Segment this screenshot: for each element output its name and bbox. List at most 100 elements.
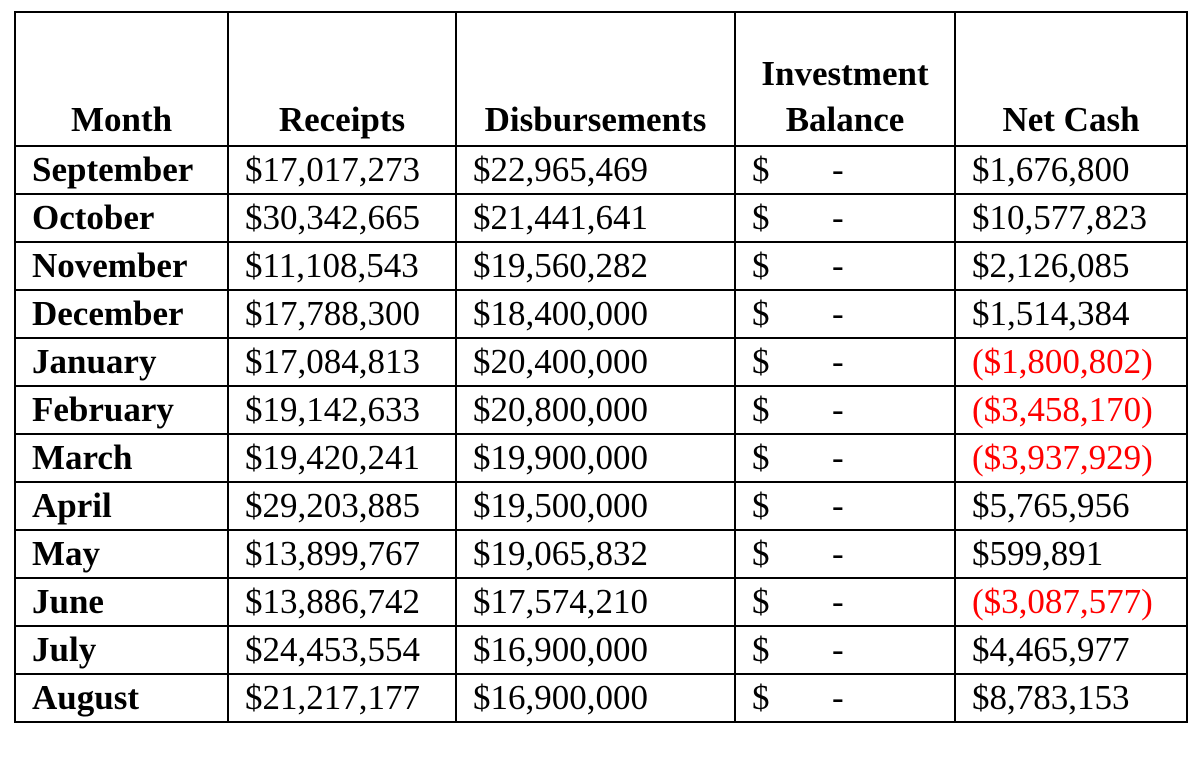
header-month: Month [14, 11, 229, 147]
cell-net-cash: $1,676,800 [954, 145, 1188, 195]
cell-receipts: $13,899,767 [227, 529, 457, 579]
cell-disbursements: $22,965,469 [455, 145, 736, 195]
cell-month: January [14, 337, 229, 387]
investment-value: - [832, 534, 844, 573]
table-row: November $11,108,543 $19,560,282 $ - $2,126,0… [14, 241, 1188, 291]
cell-receipts: $17,084,813 [227, 337, 457, 387]
cell-receipts: $30,342,665 [227, 193, 457, 243]
currency-symbol: $ [752, 630, 770, 669]
cell-month: July [14, 625, 229, 675]
cell-net-cash: ($3,937,929) [954, 433, 1188, 483]
cell-receipts: $17,788,300 [227, 289, 457, 339]
cell-month: March [14, 433, 229, 483]
table-header: Month Receipts Disbursements Investment B… [14, 11, 1188, 147]
currency-symbol: $ [752, 342, 770, 381]
cell-net-cash: ($3,087,577) [954, 577, 1188, 627]
cash-flow-table: Month Receipts Disbursements Investment B… [14, 11, 1188, 723]
cell-disbursements: $19,065,832 [455, 529, 736, 579]
cell-month: April [14, 481, 229, 531]
investment-value: - [832, 438, 844, 477]
table-row: July $24,453,554 $16,900,000 $ - $4,465,977 [14, 625, 1188, 675]
investment-value: - [832, 342, 844, 381]
investment-value: - [832, 486, 844, 525]
cell-investment-balance: $ - [734, 481, 956, 531]
currency-symbol: $ [752, 678, 770, 717]
cell-investment-balance: $ - [734, 577, 956, 627]
cell-net-cash: $2,126,085 [954, 241, 1188, 291]
currency-symbol: $ [752, 198, 770, 237]
investment-value: - [832, 678, 844, 717]
investment-value: - [832, 582, 844, 621]
cell-net-cash: ($3,458,170) [954, 385, 1188, 435]
cell-net-cash: $10,577,823 [954, 193, 1188, 243]
cell-month: February [14, 385, 229, 435]
cell-receipts: $24,453,554 [227, 625, 457, 675]
currency-symbol: $ [752, 390, 770, 429]
cell-disbursements: $19,560,282 [455, 241, 736, 291]
cell-net-cash: $5,765,956 [954, 481, 1188, 531]
cell-disbursements: $20,800,000 [455, 385, 736, 435]
cell-disbursements: $18,400,000 [455, 289, 736, 339]
currency-symbol: $ [752, 150, 770, 189]
cell-month: October [14, 193, 229, 243]
header-investment-line2: Balance [785, 100, 905, 139]
investment-value: - [832, 246, 844, 285]
cell-investment-balance: $ - [734, 241, 956, 291]
table-row: April $29,203,885 $19,500,000 $ - $5,765,956 [14, 481, 1188, 531]
investment-value: - [832, 150, 844, 189]
investment-value: - [832, 294, 844, 333]
table-row: September $17,017,273 $22,965,469 $ - $1,676,… [14, 145, 1188, 195]
cell-net-cash: $4,465,977 [954, 625, 1188, 675]
cell-disbursements: $16,900,000 [455, 673, 736, 723]
cell-month: December [14, 289, 229, 339]
cell-month: May [14, 529, 229, 579]
cell-investment-balance: $ - [734, 625, 956, 675]
cell-disbursements: $21,441,641 [455, 193, 736, 243]
cell-disbursements: $19,500,000 [455, 481, 736, 531]
header-disbursements: Disbursements [455, 11, 736, 147]
cell-net-cash: $599,891 [954, 529, 1188, 579]
table-row: June $13,886,742 $17,574,210 $ - ($3,087,577) [14, 577, 1188, 627]
cell-investment-balance: $ - [734, 337, 956, 387]
header-receipts: Receipts [227, 11, 457, 147]
cell-month: September [14, 145, 229, 195]
cell-disbursements: $20,400,000 [455, 337, 736, 387]
cell-receipts: $17,017,273 [227, 145, 457, 195]
header-net-cash: Net Cash [954, 11, 1188, 147]
cell-investment-balance: $ - [734, 433, 956, 483]
table-body: September $17,017,273 $22,965,469 $ - $1,676,… [14, 145, 1188, 723]
currency-symbol: $ [752, 294, 770, 333]
cell-investment-balance: $ - [734, 529, 956, 579]
investment-value: - [832, 390, 844, 429]
table-row: March $19,420,241 $19,900,000 $ - ($3,937,929… [14, 433, 1188, 483]
table-row: August $21,217,177 $16,900,000 $ - $8,783,153 [14, 673, 1188, 723]
cell-net-cash: ($1,800,802) [954, 337, 1188, 387]
cell-investment-balance: $ - [734, 673, 956, 723]
currency-symbol: $ [752, 534, 770, 573]
table-row: February $19,142,633 $20,800,000 $ - ($3,458,… [14, 385, 1188, 435]
investment-value: - [832, 198, 844, 237]
cell-receipts: $11,108,543 [227, 241, 457, 291]
cell-investment-balance: $ - [734, 385, 956, 435]
cell-investment-balance: $ - [734, 145, 956, 195]
table-row: October $30,342,665 $21,441,641 $ - $10,577,8… [14, 193, 1188, 243]
table-row: January $17,084,813 $20,400,000 $ - ($1,800,8… [14, 337, 1188, 387]
table-row: December $17,788,300 $18,400,000 $ - $1,514,3… [14, 289, 1188, 339]
investment-value: - [832, 630, 844, 669]
header-investment-line1: Investment [761, 54, 929, 93]
header-investment-balance: Investment Balance [734, 11, 956, 147]
cell-disbursements: $17,574,210 [455, 577, 736, 627]
currency-symbol: $ [752, 486, 770, 525]
table-row: May $13,899,767 $19,065,832 $ - $599,891 [14, 529, 1188, 579]
cell-net-cash: $8,783,153 [954, 673, 1188, 723]
cell-net-cash: $1,514,384 [954, 289, 1188, 339]
header-row: Month Receipts Disbursements Investment B… [14, 11, 1188, 147]
cell-month: August [14, 673, 229, 723]
currency-symbol: $ [752, 246, 770, 285]
cell-receipts: $29,203,885 [227, 481, 457, 531]
cell-disbursements: $16,900,000 [455, 625, 736, 675]
cell-month: November [14, 241, 229, 291]
cell-receipts: $13,886,742 [227, 577, 457, 627]
cell-investment-balance: $ - [734, 289, 956, 339]
cell-receipts: $19,142,633 [227, 385, 457, 435]
